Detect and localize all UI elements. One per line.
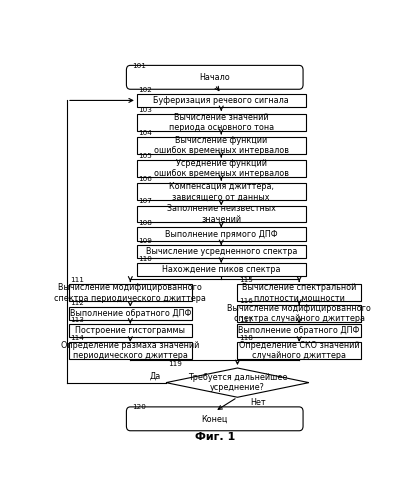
Text: 118: 118	[239, 334, 253, 340]
Text: 120: 120	[132, 404, 146, 410]
Text: 119: 119	[168, 361, 181, 367]
Bar	[137, 160, 306, 177]
Text: Да: Да	[150, 372, 161, 380]
Bar	[238, 324, 361, 337]
Text: 111: 111	[70, 278, 84, 283]
Polygon shape	[166, 368, 309, 398]
Text: 116: 116	[239, 298, 253, 304]
Text: 106: 106	[138, 176, 152, 182]
Text: 115: 115	[239, 278, 253, 283]
FancyBboxPatch shape	[127, 66, 303, 90]
Text: Конец: Конец	[202, 414, 228, 424]
Text: Нет: Нет	[251, 398, 266, 407]
Text: Компенсация джиттера,
зависящего от данных: Компенсация джиттера, зависящего от данн…	[169, 182, 274, 202]
Text: 113: 113	[70, 316, 84, 322]
Text: Заполнение неизвестных
значений: Заполнение неизвестных значений	[167, 204, 276, 224]
Text: 112: 112	[70, 300, 84, 306]
Text: Определение размаха значений
периодического джиттера: Определение размаха значений периодическ…	[61, 340, 199, 360]
Text: 108: 108	[138, 220, 152, 226]
Text: Вычисление функции
ошибок временных интервалов: Вычисление функции ошибок временных инте…	[154, 136, 289, 155]
Bar	[69, 284, 192, 302]
Bar	[137, 94, 306, 107]
Text: Фиг. 1: Фиг. 1	[194, 432, 235, 442]
Text: Начало: Начало	[199, 73, 230, 82]
Text: 102: 102	[138, 86, 152, 92]
FancyBboxPatch shape	[127, 407, 303, 431]
Text: 105: 105	[138, 153, 152, 159]
Text: Вычисление модифицированного
спектра случайного джиттера: Вычисление модифицированного спектра слу…	[227, 304, 371, 323]
Text: 109: 109	[138, 238, 152, 244]
Text: Нахождение пиков спектра: Нахождение пиков спектра	[162, 265, 280, 274]
Bar	[238, 342, 361, 359]
Text: 107: 107	[138, 198, 152, 204]
Text: Выполнение обратного ДПФ: Выполнение обратного ДПФ	[70, 309, 191, 318]
Bar	[69, 307, 192, 320]
Text: 110: 110	[138, 256, 152, 262]
Bar	[69, 324, 192, 337]
Text: 103: 103	[138, 106, 152, 112]
Text: Требуется дальнейшее
усреднение?: Требуется дальнейшее усреднение?	[188, 373, 287, 392]
Text: Усреднение функций
ошибок временных интервалов: Усреднение функций ошибок временных инте…	[154, 159, 289, 178]
Bar	[69, 342, 192, 359]
Bar	[137, 245, 306, 258]
Text: Вычисление усредненного спектра: Вычисление усредненного спектра	[145, 247, 297, 256]
Text: Вычисление значений
периода основного тона: Вычисление значений периода основного то…	[169, 112, 274, 132]
Text: 117: 117	[239, 316, 253, 322]
Text: Вычисление спектральной
плотности мощности: Вычисление спектральной плотности мощнос…	[242, 283, 356, 302]
Text: 104: 104	[138, 130, 152, 136]
Text: Построение гистограммы: Построение гистограммы	[75, 326, 185, 335]
Text: Буферизация речевого сигнала: Буферизация речевого сигнала	[153, 96, 289, 105]
Bar	[137, 137, 306, 154]
Bar	[238, 305, 361, 322]
Bar	[137, 206, 306, 222]
Bar	[137, 228, 306, 240]
Bar	[137, 263, 306, 276]
Text: Выполнение обратного ДПФ: Выполнение обратного ДПФ	[238, 326, 360, 335]
Text: 114: 114	[70, 334, 84, 340]
Text: 101: 101	[132, 63, 146, 69]
Bar	[137, 183, 306, 200]
Bar	[238, 284, 361, 302]
Text: Определение СКО значений
случайного джиттера: Определение СКО значений случайного джит…	[239, 340, 360, 360]
Text: Вычисление модифицированного
спектра периодического джиттера: Вычисление модифицированного спектра пер…	[54, 283, 206, 302]
Text: Выполнение прямого ДПФ: Выполнение прямого ДПФ	[165, 230, 277, 238]
Bar	[137, 114, 306, 131]
